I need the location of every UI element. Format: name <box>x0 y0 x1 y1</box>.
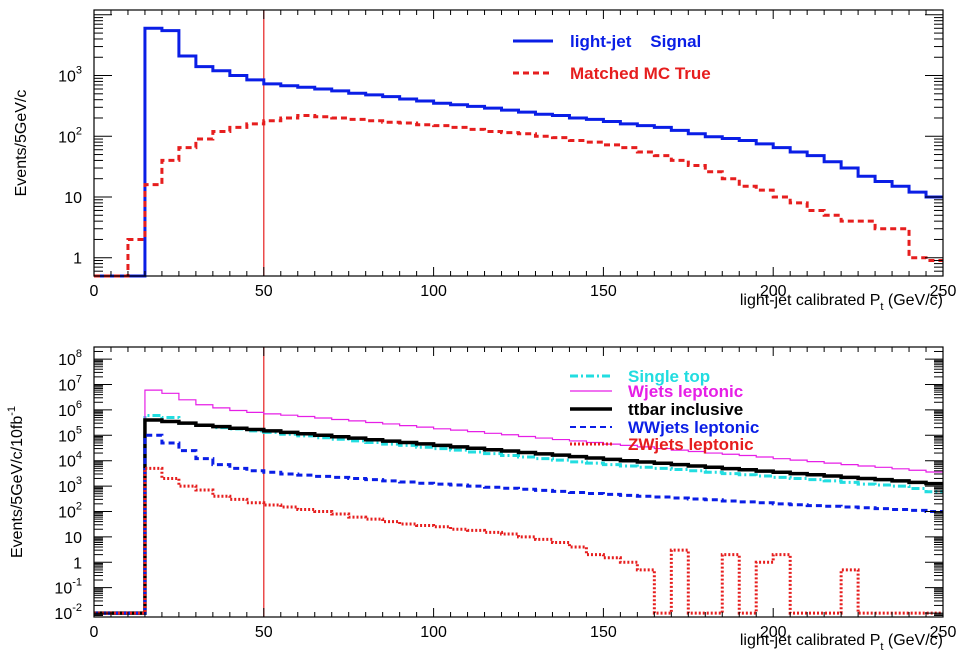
top-x-tick-label: 50 <box>255 283 273 300</box>
bottom-series-wwjets-leptonic <box>94 433 943 615</box>
top-x-tick-label: 200 <box>760 283 787 300</box>
top-chart-legend: light-jet Signal Matched MC True <box>513 32 711 83</box>
top-y-tick-label: 103 <box>58 65 82 86</box>
bottom-y-tick-label: 107 <box>58 374 82 395</box>
top-x-tick-label: 0 <box>90 283 99 300</box>
legend-label-wwjets-leptonic: WWjets leptonic <box>628 418 759 437</box>
top-x-tick-label: 150 <box>590 283 617 300</box>
top-x-tick-label: 100 <box>420 283 447 300</box>
bottom-chart-axes: 0 50 100 150 200 250 10-2 10-1 1 10 102 103 104 105 10… <box>54 346 957 641</box>
bottom-chart: 0 50 100 150 200 250 10-2 10-1 1 10 102 103 104 105 10… <box>6 346 957 653</box>
bottom-chart-data-layer <box>94 347 943 617</box>
top-chart-data-layer <box>94 10 943 278</box>
top-chart-x-axis-label: light-jet calibrated Pt (GeV/c) <box>740 292 943 313</box>
bottom-y-tick-label: 10-2 <box>54 602 82 623</box>
legend-label-matched-mc-true: Matched MC True <box>570 64 711 83</box>
top-x-tick-label: 250 <box>930 283 957 300</box>
bottom-x-tick-label: 250 <box>930 624 957 641</box>
bottom-series-ttbar-inclusive <box>94 418 943 615</box>
bottom-series-single-top <box>94 414 943 615</box>
top-y-tick-label: 10 <box>64 190 82 207</box>
legend-label-single-top: Single top <box>628 367 710 386</box>
bottom-x-tick-label: 150 <box>590 624 617 641</box>
legend-label-wjets-leptonic: Wjets leptonic <box>628 382 743 401</box>
bottom-y-tick-label: 104 <box>58 450 82 471</box>
bottom-x-tick-label: 100 <box>420 624 447 641</box>
top-y-tick-label: 1 <box>73 251 82 268</box>
bottom-series-wjets-leptonic <box>94 389 943 614</box>
bottom-chart-legend: Single top Wjets leptonic ttbar inclusiv… <box>570 367 759 454</box>
top-chart-axes: 0 50 100 150 200 250 1 10 102 103 <box>58 10 956 300</box>
bottom-chart-y-axis-label: Events/5GeV/c/10fb-1 <box>6 406 26 558</box>
legend-label-zwjets-leptonic: ZWjets leptonic <box>628 435 754 454</box>
bottom-y-tick-label: 103 <box>58 475 82 496</box>
top-series-matched-mc-true <box>94 113 943 278</box>
legend-label-light-jet-signal: light-jet Signal <box>570 32 701 51</box>
bottom-y-tick-label: 10 <box>64 530 82 547</box>
bottom-y-tick-label: 106 <box>58 399 82 420</box>
bottom-y-tick-label: 102 <box>58 500 82 521</box>
bottom-y-tick-label: 1 <box>73 555 82 572</box>
top-series-light-jet-signal <box>94 26 943 278</box>
top-chart: 0 50 100 150 200 250 1 10 102 103 Events/5GeV/c l… <box>13 9 956 313</box>
bottom-x-tick-label: 0 <box>90 624 99 641</box>
bottom-x-tick-label: 50 <box>255 624 273 641</box>
bottom-y-tick-label: 10-1 <box>54 577 82 598</box>
bottom-chart-frame <box>93 346 944 618</box>
bottom-y-tick-label: 108 <box>58 348 82 369</box>
legend-label-ttbar-inclusive: ttbar inclusive <box>628 400 743 419</box>
bottom-chart-x-axis-label: light-jet calibrated Pt (GeV/c) <box>740 632 943 653</box>
top-y-tick-label: 102 <box>58 125 82 146</box>
bottom-y-tick-label: 105 <box>58 424 82 445</box>
bottom-x-tick-label: 200 <box>760 624 787 641</box>
top-chart-frame <box>93 9 944 277</box>
top-chart-y-axis-label: Events/5GeV/c <box>13 90 30 197</box>
bottom-series-zwjets-leptonic <box>94 466 943 615</box>
